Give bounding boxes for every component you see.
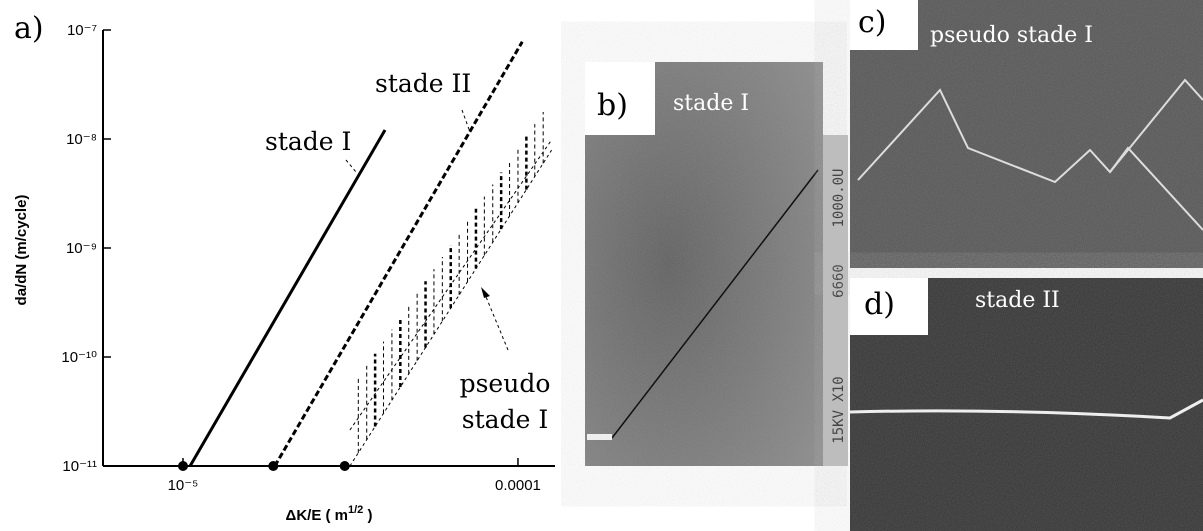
- panel-caption: stade II: [975, 288, 1060, 313]
- annotation: stade II: [375, 69, 471, 98]
- arrow: [461, 109, 471, 133]
- scale-text: 15KV X10: [831, 376, 847, 443]
- y-tick-label: 10⁻⁷: [67, 22, 97, 39]
- label-box: [850, 0, 918, 50]
- panel-label: c): [858, 5, 887, 40]
- point: [177, 461, 188, 471]
- line: [188, 129, 387, 467]
- plot: 10⁻¹¹ 10⁻¹⁰ 10⁻⁹ 10⁻⁸ 10⁻⁷ 10⁻⁵ 0.0001 stade I s…: [61, 22, 555, 494]
- arrow: [483, 291, 509, 351]
- scale-text: 1000.0U: [831, 168, 847, 227]
- y-axis-label: da/dN (m/cycle): [13, 195, 30, 306]
- panel-caption: stade I: [673, 91, 749, 116]
- panel-caption: pseudo stade I: [930, 23, 1093, 48]
- x-tick-label: 0.0001: [495, 477, 541, 494]
- scale-strip: [823, 135, 848, 466]
- x-axis-label-sup: 1/2: [348, 504, 363, 516]
- panel-label: b): [597, 88, 628, 123]
- arrow: [345, 159, 357, 173]
- point: [268, 461, 279, 471]
- crack: [849, 398, 1203, 420]
- label-box: [585, 62, 655, 135]
- y-tick-label: 10⁻⁹: [66, 240, 97, 257]
- line: [273, 41, 524, 467]
- y-tick-label: 10⁻¹⁰: [61, 349, 97, 366]
- point: [339, 461, 350, 471]
- crack: [611, 169, 819, 439]
- panel-label: d): [864, 287, 895, 322]
- arrow-head: [481, 287, 490, 298]
- x-axis-label-main: ΔK/E ( m: [286, 507, 348, 524]
- x-axis-label-tail: ): [363, 507, 372, 524]
- notch: [587, 434, 612, 440]
- y-tick-label: 10⁻⁸: [66, 131, 97, 148]
- label-box: [850, 278, 928, 335]
- crack: [857, 88, 1203, 231]
- y-tick-label: 10⁻¹¹: [62, 458, 97, 475]
- crack: [1109, 78, 1203, 173]
- panel-label: a): [14, 11, 44, 46]
- x-axis-label: ΔK/E ( m1/2 ): [286, 504, 373, 524]
- annotation: stade I: [265, 127, 351, 156]
- annotation: stade I: [462, 405, 548, 434]
- x-tick-label: 10⁻⁵: [168, 477, 199, 494]
- scale-text: 6660: [831, 264, 847, 298]
- annotation: pseudo: [460, 369, 551, 398]
